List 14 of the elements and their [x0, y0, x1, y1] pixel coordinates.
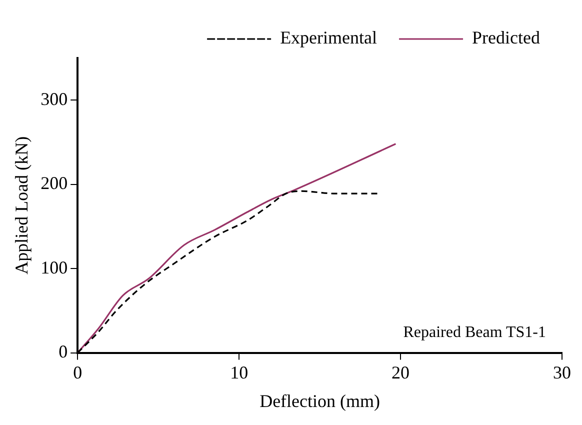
legend-label: Experimental	[280, 28, 378, 48]
y-tick-label: 100	[40, 257, 68, 278]
x-tick-label: 0	[73, 362, 82, 382]
y-tick-label: 0	[58, 342, 68, 362]
y-tick-label: 300	[40, 88, 68, 109]
x-tick-label: 30	[553, 362, 571, 382]
annotation: Repaired Beam TS1-1	[403, 324, 546, 341]
y-tick-label: 200	[40, 173, 68, 194]
x-axis-title: Deflection (mm)	[260, 390, 380, 411]
y-axis-title: Applied Load (kN)	[12, 136, 32, 274]
line-series	[78, 143, 396, 353]
x-tick-label: 10	[230, 362, 248, 382]
x-tick-label: 20	[392, 362, 410, 382]
legend-label: Predicted	[472, 28, 540, 48]
